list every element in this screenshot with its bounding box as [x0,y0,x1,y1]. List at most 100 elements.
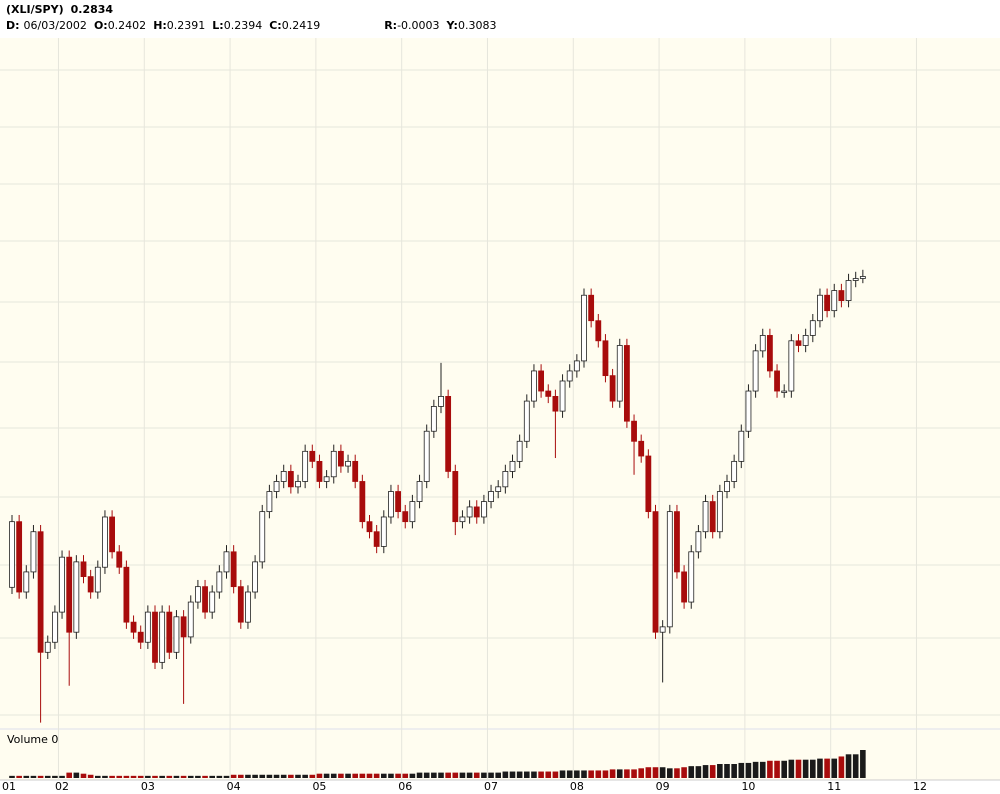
volume-bar [359,773,366,778]
field-label: R: [384,19,398,32]
candle-body [237,586,244,623]
volume-bar [631,769,637,778]
volume-bar [824,758,830,778]
volume-bar [717,764,723,778]
candle-body [674,511,680,573]
volume-bar [30,775,37,778]
candle-body [616,345,623,402]
volume-bar [452,772,459,778]
field-value: 0.2394 [223,19,263,32]
field-label: O: [93,19,108,32]
candle-body [602,340,609,377]
candle-body [838,290,845,302]
volume-bar [645,767,652,778]
candle-body [330,450,337,478]
volume-bar [559,770,566,778]
volume-bar [802,759,809,778]
candle-body [724,481,730,492]
symbol: (XLI/SPY) [6,3,64,16]
volume-bar [431,772,437,778]
volume-bar [352,773,358,778]
candle-body [323,476,330,482]
candle-body [859,276,866,279]
candle-body [309,450,316,462]
volume-bar [752,761,759,778]
candle-body [631,420,637,442]
candle-body [738,430,745,462]
candle-body [266,491,273,513]
candle-body [194,586,201,603]
volume-bar [302,774,308,778]
candle-body [287,471,294,488]
candle-body [30,531,37,573]
candle-body [66,556,73,633]
volume-bar [674,768,680,778]
candle-body [795,340,802,346]
candle-body [87,576,94,593]
volume-bar [516,771,523,778]
volume-bar [145,775,151,778]
candle-body [37,531,44,653]
candle-body [409,501,416,523]
candle-body [588,294,595,322]
candle-body [123,566,130,623]
volume-bar [524,771,530,778]
candle-body [245,591,251,623]
volume-bar [738,762,745,778]
candle-body [423,430,430,482]
candle-body [852,278,859,281]
volume-bar [230,774,237,778]
candle-body [688,551,695,603]
volume-bar [466,772,473,778]
volume-bar [159,775,165,778]
volume-bar [9,775,15,778]
candle-body [130,621,137,633]
volume-bar [130,775,137,778]
volume-bar [473,772,480,778]
candle-body [480,501,487,518]
candle-body [452,471,459,523]
candle-body [731,460,738,482]
candle-body [302,450,309,482]
volume-bar [552,771,559,778]
x-tick-label: 09 [656,780,670,793]
volume-bar [152,775,158,778]
candle-body [445,395,452,472]
volume-bar [273,774,280,778]
volume-bar [838,756,845,778]
x-tick-label: 04 [227,780,241,793]
candle-body [473,506,480,518]
candle-body [152,611,158,663]
volume-bar [238,774,244,778]
volume-bar [123,775,130,778]
candle-body [395,491,402,513]
candle-body [223,551,230,573]
volume-bar [16,775,22,778]
field-value: 0.2391 [166,19,206,32]
volume-bar [509,771,516,778]
volume-bar [788,759,795,778]
volume-bar [395,773,401,778]
volume-bar [116,775,123,778]
candle-body [595,320,602,342]
candle-body [380,516,387,547]
candle-body [745,390,752,432]
volume-bar [609,769,616,778]
candle-body [502,471,509,488]
candle-body [459,516,466,523]
volume-bar [216,775,223,778]
candle-body [159,611,166,663]
volume-bar [574,770,580,778]
volume-bar [87,774,94,778]
volume-bar [652,767,659,778]
volume-bar [481,772,487,778]
candle-body [509,460,516,472]
volume-bar [774,760,780,778]
volume-bar [852,754,859,778]
field-label: H: [153,19,167,32]
candle-body [824,294,830,312]
field-label: L: [212,19,224,32]
volume-bar [595,770,602,778]
volume-bar [724,764,730,778]
